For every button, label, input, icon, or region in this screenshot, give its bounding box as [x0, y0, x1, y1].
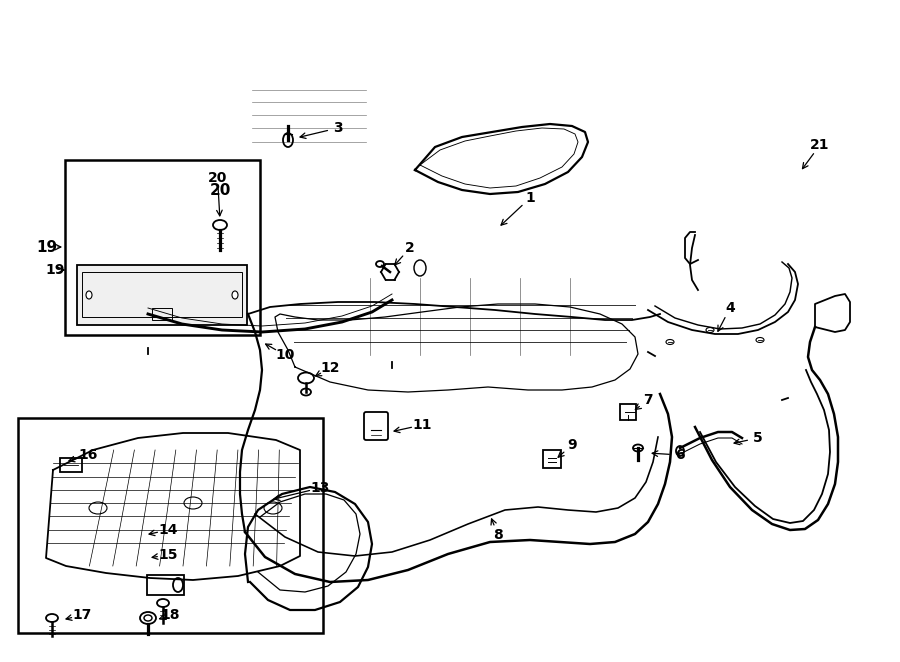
Ellipse shape: [157, 599, 169, 607]
Ellipse shape: [301, 389, 311, 395]
FancyBboxPatch shape: [77, 265, 247, 325]
Text: 18: 18: [160, 608, 180, 622]
Text: 9: 9: [567, 438, 577, 452]
Ellipse shape: [86, 291, 92, 299]
Ellipse shape: [144, 615, 152, 621]
FancyBboxPatch shape: [364, 412, 388, 440]
Text: 11: 11: [412, 418, 432, 432]
Text: 12: 12: [320, 361, 340, 375]
Text: 3: 3: [333, 121, 343, 135]
Ellipse shape: [173, 578, 183, 592]
Ellipse shape: [232, 291, 238, 299]
Text: 1: 1: [525, 191, 535, 205]
Text: 14: 14: [158, 523, 178, 537]
FancyBboxPatch shape: [620, 404, 636, 420]
Ellipse shape: [46, 614, 58, 622]
Ellipse shape: [676, 446, 684, 456]
Text: 20: 20: [210, 183, 230, 197]
Text: 13: 13: [310, 481, 329, 495]
Text: 8: 8: [493, 528, 503, 542]
Text: 17: 17: [72, 608, 92, 622]
Ellipse shape: [264, 502, 282, 514]
Ellipse shape: [213, 220, 227, 230]
Ellipse shape: [756, 338, 764, 342]
FancyBboxPatch shape: [147, 575, 184, 595]
Ellipse shape: [666, 340, 674, 344]
Text: 21: 21: [810, 138, 830, 152]
Text: 19: 19: [45, 263, 65, 277]
Text: 15: 15: [158, 548, 178, 562]
Text: 5: 5: [753, 431, 763, 445]
Ellipse shape: [298, 373, 314, 383]
Text: 6: 6: [675, 448, 685, 462]
Ellipse shape: [184, 497, 202, 509]
Ellipse shape: [283, 133, 293, 147]
Text: 20: 20: [208, 171, 228, 185]
FancyBboxPatch shape: [60, 458, 82, 472]
Ellipse shape: [376, 261, 384, 267]
Text: 16: 16: [78, 448, 98, 462]
Text: 7: 7: [644, 393, 652, 407]
Ellipse shape: [89, 502, 107, 514]
Ellipse shape: [706, 328, 714, 332]
Ellipse shape: [140, 612, 156, 624]
Text: 19: 19: [36, 240, 58, 254]
Text: 4: 4: [725, 301, 735, 315]
Text: 2: 2: [405, 241, 415, 255]
Ellipse shape: [414, 260, 426, 276]
FancyBboxPatch shape: [543, 450, 561, 468]
Ellipse shape: [633, 444, 643, 451]
Text: 10: 10: [275, 348, 294, 362]
